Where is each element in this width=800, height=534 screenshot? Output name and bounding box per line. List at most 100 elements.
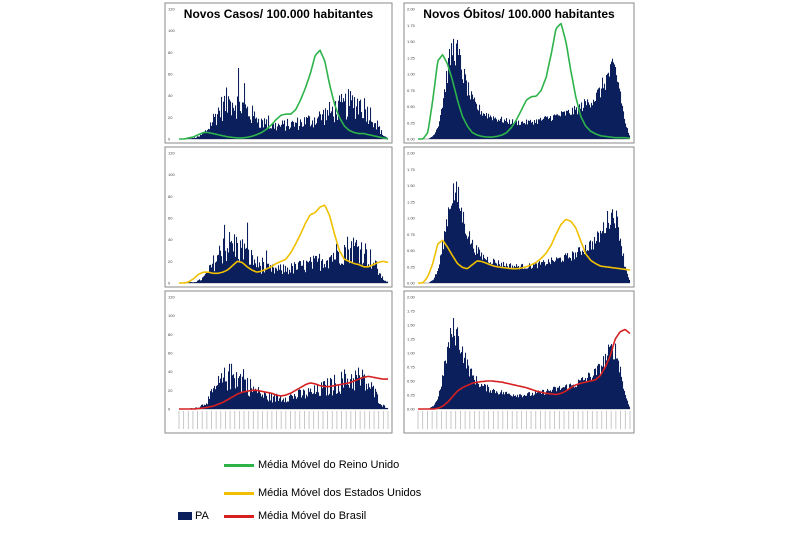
pa-bar [304, 390, 306, 409]
y-tick-label: 1.25 [407, 199, 416, 204]
pa-bar [256, 267, 258, 283]
pa-bar [273, 267, 275, 283]
pa-bar [452, 203, 454, 283]
pa-bar [303, 126, 305, 139]
pa-bar [353, 378, 355, 409]
pa-bar [470, 368, 472, 409]
pa-bar [518, 120, 520, 139]
pa-bar [558, 258, 560, 283]
pa-bar [326, 395, 328, 409]
legend-item-pa: PA [178, 510, 209, 522]
pa-bar [564, 255, 566, 283]
pa-bar [255, 118, 257, 139]
pa-bar [454, 60, 456, 139]
pa-bar [621, 376, 623, 409]
pa-bar [591, 249, 593, 283]
pa-bar [294, 394, 296, 409]
pa-bar [357, 377, 359, 409]
pa-bar [237, 242, 239, 283]
pa-bar [288, 125, 290, 139]
pa-bar [585, 244, 587, 283]
pa-bar [253, 116, 255, 139]
pa-bar [319, 253, 321, 283]
pa-bar [385, 280, 387, 283]
pa-bar [515, 395, 517, 409]
pa-bar [575, 109, 577, 139]
pa-bar [352, 95, 354, 139]
pa-bar [523, 123, 525, 139]
pa-bar [240, 374, 242, 409]
pa-bar [197, 280, 199, 283]
pa-bar [626, 270, 628, 283]
pa-bar [202, 404, 204, 409]
pa-bar [448, 57, 450, 139]
pa-bar [204, 275, 206, 283]
pa-bar [208, 272, 210, 283]
pa-bar [497, 121, 499, 139]
pa-bar [196, 137, 198, 139]
y-tick-label: 100 [168, 28, 175, 33]
pa-bar [297, 117, 299, 139]
pa-bar [573, 252, 575, 283]
pa-bar [324, 124, 326, 139]
pa-bar [498, 260, 500, 283]
y-tick-label: 0.00 [407, 407, 416, 412]
pa-bar [247, 222, 249, 283]
pa-bar [560, 389, 562, 409]
pa-bar [271, 128, 273, 139]
pa-bar [436, 274, 438, 283]
pa-bar [349, 263, 351, 283]
pa-bar [220, 117, 222, 139]
pa-bar [487, 256, 489, 283]
pa-bar [467, 238, 469, 283]
pa-bar [546, 391, 548, 409]
y-tick-label: 0.50 [407, 104, 416, 109]
pa-bar [380, 404, 382, 409]
legend-line-br [224, 514, 254, 518]
pa-bar [305, 124, 307, 139]
pa-bar [501, 262, 503, 283]
pa-bar [370, 388, 372, 409]
pa-bar [264, 118, 266, 139]
pa-bar [488, 386, 490, 409]
pa-bar [362, 118, 364, 139]
pa-bar [521, 121, 523, 139]
pa-bar [540, 117, 542, 139]
pa-bar [519, 394, 521, 409]
pa-bar [534, 394, 536, 409]
pa-bar [321, 260, 323, 283]
pa-bar [224, 367, 226, 409]
pa-bar [332, 261, 334, 283]
pa-bar [613, 62, 615, 140]
pa-bar [257, 256, 259, 283]
y-tick-label: 60 [168, 72, 173, 77]
pa-bar [597, 231, 599, 283]
pa-bar [532, 392, 534, 409]
pa-bar [496, 119, 498, 139]
pa-bar [576, 387, 578, 409]
pa-bar [590, 376, 592, 409]
legend-line-uk [224, 463, 254, 467]
pa-bar [207, 272, 209, 283]
pa-bar [331, 255, 333, 283]
pa-bar [456, 181, 458, 283]
pa-bar [517, 125, 519, 139]
pa-bar [448, 342, 450, 409]
pa-bar [611, 344, 613, 409]
pa-bar [565, 253, 567, 283]
pa-bar [292, 396, 294, 409]
x-date-ticks [178, 411, 389, 429]
pa-bar [232, 375, 234, 409]
pa-bar [553, 261, 555, 283]
pa-bar [275, 122, 277, 139]
pa-bar [473, 99, 475, 139]
pa-bar [534, 120, 536, 139]
y-tick-label: 1.75 [407, 23, 416, 28]
pa-bar [247, 377, 249, 409]
pa-bar [247, 106, 249, 139]
pa-bar [450, 208, 452, 283]
pa-bar [360, 99, 362, 139]
pa-bar [472, 94, 474, 139]
pa-bar [296, 398, 298, 409]
pa-bar [384, 405, 386, 409]
